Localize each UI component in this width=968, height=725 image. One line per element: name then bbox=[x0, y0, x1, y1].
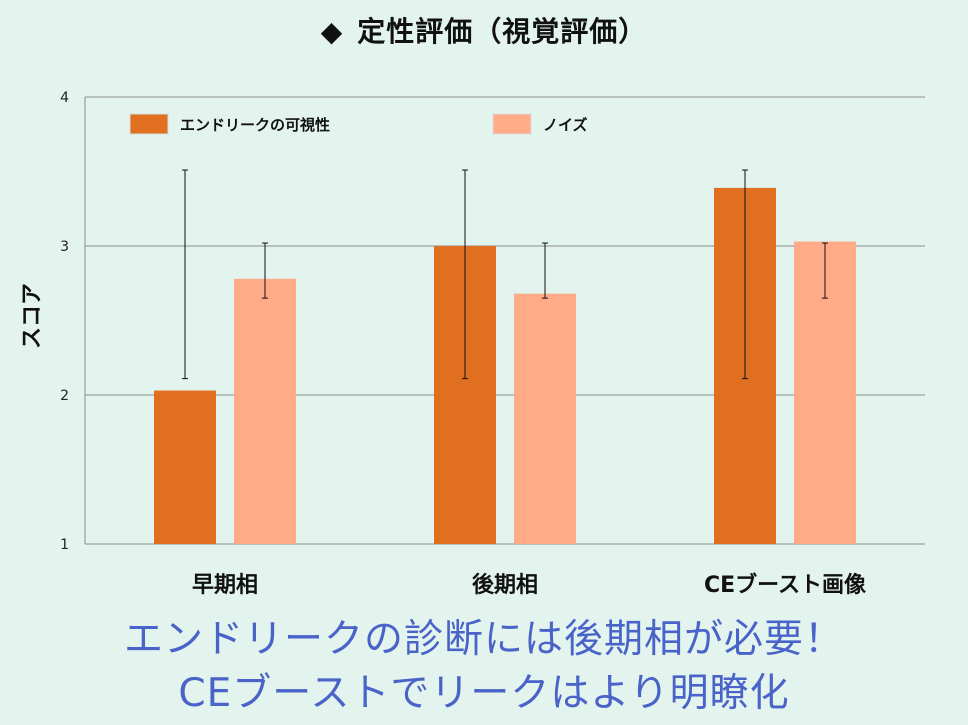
y-tick-label: 2 bbox=[60, 388, 69, 404]
x-category-label: 早期相 bbox=[192, 573, 258, 598]
bar-chart: 1 2 3 4 早期相 後期相 CEブースト画像 エンドリークの可視性 ノイズ bbox=[60, 90, 925, 598]
bar bbox=[154, 390, 216, 544]
bar bbox=[514, 293, 576, 544]
bar bbox=[234, 278, 296, 544]
slide-title: ◆ 定性評価（視覚評価） bbox=[0, 10, 968, 50]
legend-swatch bbox=[129, 113, 169, 135]
legend-label: ノイズ bbox=[543, 116, 588, 134]
y-tick-label: 1 bbox=[60, 537, 69, 553]
caption-line-2: CEブーストでリークはより明瞭化 bbox=[178, 671, 790, 716]
legend-label: エンドリークの可視性 bbox=[180, 116, 330, 134]
slide-title-text: 定性評価（視覚評価） bbox=[357, 15, 648, 48]
diamond-bullet-icon: ◆ bbox=[320, 15, 344, 48]
legend-swatch bbox=[492, 113, 532, 135]
y-tick-label: 4 bbox=[60, 90, 69, 106]
y-tick-label: 3 bbox=[60, 239, 69, 255]
caption-line-1: エンドリークの診断には後期相が必要！ bbox=[123, 617, 844, 662]
x-category-label: 後期相 bbox=[472, 572, 538, 598]
y-axis-label: スコア bbox=[20, 283, 45, 350]
x-category-label: CEブースト画像 bbox=[704, 572, 867, 598]
